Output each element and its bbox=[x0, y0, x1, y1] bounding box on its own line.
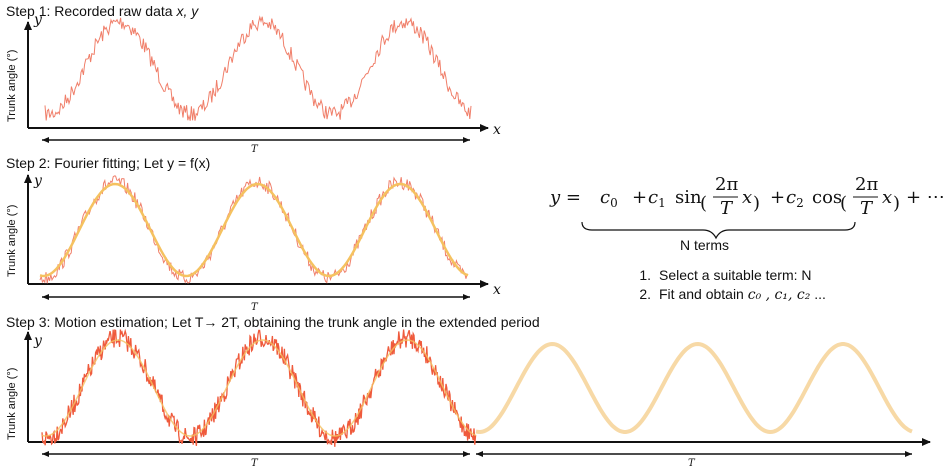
step3-y-label: Trunk angle (°) bbox=[6, 368, 18, 440]
eq-c0: c0 bbox=[600, 187, 618, 210]
eq-rparen-1: ) bbox=[753, 193, 760, 214]
step1-period-label: T bbox=[251, 144, 259, 155]
eq-sin: sin bbox=[675, 187, 702, 208]
step3-y-symbol: y bbox=[33, 333, 43, 349]
panel-step3: y Trunk angle (°) T T bbox=[6, 328, 931, 466]
eq-x-2: x bbox=[882, 187, 892, 208]
step2-y-symbol: y bbox=[33, 173, 43, 189]
eq-lparen-1: ( bbox=[700, 193, 707, 214]
procedure-item-2-number: 2. bbox=[639, 286, 651, 302]
procedure-item-2-text: Fit and obtain bbox=[659, 286, 748, 302]
panel-step2: y x Trunk angle (°) T bbox=[6, 173, 501, 313]
procedure-item-2: 2. Fit and obtain c₀ , c₁, c₂ ... bbox=[625, 285, 826, 305]
step3-extended-curve bbox=[475, 341, 913, 435]
step3-fitted-curve bbox=[41, 339, 477, 437]
step1-raw-signal bbox=[44, 15, 472, 121]
step1-title-text: Step 1: Recorded raw data bbox=[6, 3, 177, 19]
step2-raw-signal bbox=[39, 175, 468, 284]
step3-title: Step 3: Motion estimation; Let T→ 2T, ob… bbox=[6, 314, 540, 330]
panel-step1: y x Trunk angle (°) T bbox=[6, 12, 501, 155]
eq-c1: c1 bbox=[648, 187, 666, 210]
step3-period2-label: T bbox=[688, 458, 696, 466]
eq-plus-2: + bbox=[770, 187, 785, 208]
n-terms-brace bbox=[581, 221, 856, 240]
procedure-item-1-text: Select a suitable term: N bbox=[659, 267, 812, 283]
eq-c2: c2 bbox=[786, 187, 804, 210]
step1-y-label: Trunk angle (°) bbox=[6, 50, 18, 122]
step3-raw-signal bbox=[41, 328, 477, 447]
step2-x-symbol: x bbox=[493, 282, 501, 298]
eq-lhs: y = bbox=[549, 187, 581, 208]
step1-title: Step 1: Recorded raw data x, y bbox=[6, 3, 198, 19]
eq-T-1: T bbox=[720, 198, 734, 219]
fourier-equation: y = c0 + c1 sin ( 2π T x ) + c2 cos ( 2π… bbox=[549, 174, 945, 240]
step2-period-label: T bbox=[251, 302, 259, 313]
step2-y-label: Trunk angle (°) bbox=[6, 205, 18, 277]
step2-title: Step 2: Fourier fitting; Let y = f(x) bbox=[6, 155, 211, 171]
eq-cos: cos bbox=[812, 187, 842, 208]
step1-x-symbol: x bbox=[493, 122, 501, 138]
procedure-item-2-suffix: ... bbox=[810, 286, 826, 302]
step3-period1-label: T bbox=[251, 458, 259, 466]
eq-plus-ellipsis: + ⋯ bbox=[906, 187, 945, 208]
step2-fitted-curve bbox=[39, 182, 469, 278]
procedure-item-1: 1. Select a suitable term: N bbox=[625, 266, 826, 285]
eq-plus-1: + bbox=[632, 187, 647, 208]
n-terms-label: N terms bbox=[680, 237, 729, 253]
eq-lparen-2: ( bbox=[840, 193, 847, 214]
procedure-item-1-number: 1. bbox=[639, 267, 651, 283]
eq-T-2: T bbox=[860, 198, 874, 219]
eq-2pi-2: 2π bbox=[855, 174, 878, 195]
eq-x-1: x bbox=[742, 187, 752, 208]
eq-rparen-2: ) bbox=[893, 193, 900, 214]
procedure-item-2-coefs: c₀ , c₁, c₂ bbox=[747, 287, 811, 303]
eq-2pi-1: 2π bbox=[715, 174, 738, 195]
step1-title-vars: x, y bbox=[176, 3, 199, 19]
step1-y-symbol: y bbox=[33, 12, 43, 28]
procedure-list: 1. Select a suitable term: N 2. Fit and ob… bbox=[625, 266, 826, 305]
